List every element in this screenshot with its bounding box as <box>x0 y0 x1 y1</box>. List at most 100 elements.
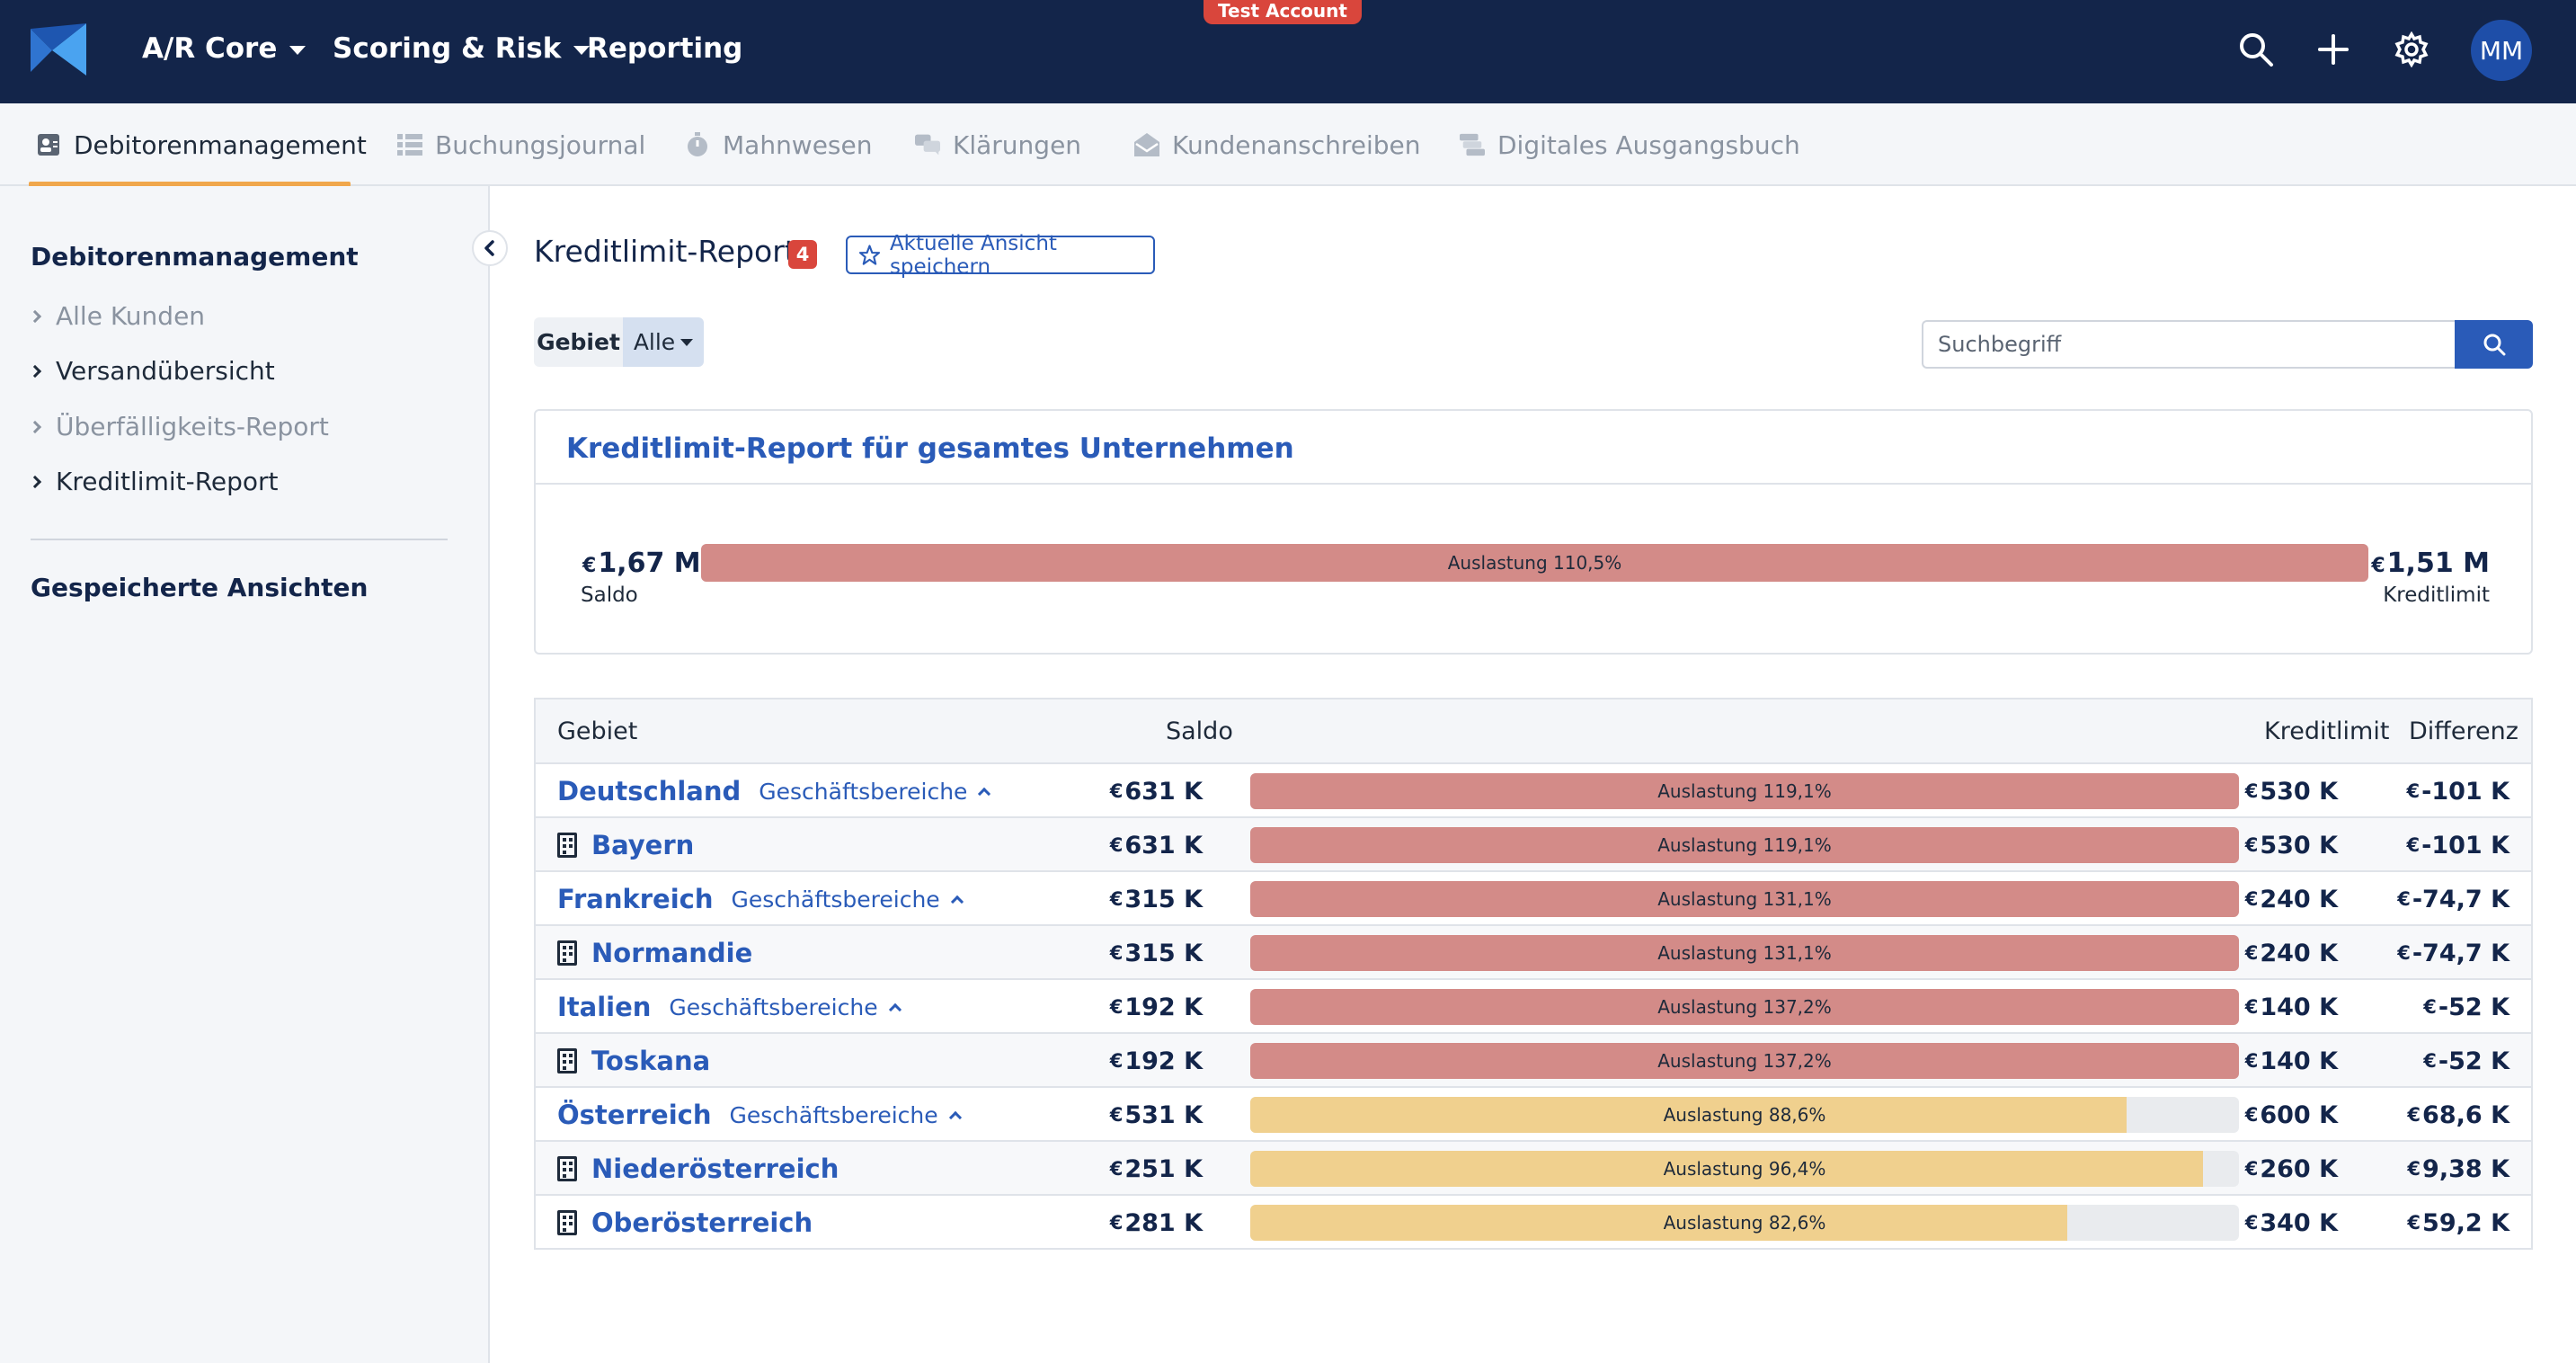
row-differenz-value: 59,2 K <box>2422 1208 2509 1237</box>
sidebar-collapse-button[interactable] <box>472 230 508 266</box>
row-saldo: €315 K <box>1110 926 1203 980</box>
region-name-link[interactable]: Bayern <box>591 830 695 860</box>
utilization-label: Auslastung 88,6% <box>1663 1104 1826 1126</box>
tab-klaerungen[interactable]: Klärungen <box>915 103 1081 186</box>
row-kreditlimit-value: 340 K <box>2260 1208 2338 1237</box>
business-units-label: Geschäftsbereiche <box>669 993 878 1020</box>
currency-symbol: € <box>1109 888 1124 910</box>
region-name-link[interactable]: Italien <box>557 992 652 1022</box>
sidebar-item-kreditlimit-report[interactable]: Kreditlimit-Report <box>28 467 279 496</box>
chevron-left-icon <box>484 240 494 256</box>
utilization-fill <box>1250 1043 2239 1079</box>
row-gebiet-cell: Italien Geschäftsbereiche <box>557 980 902 1034</box>
region-name-link[interactable]: Frankreich <box>557 884 714 914</box>
limit-amount: 1,51 M <box>2386 548 2490 579</box>
nav-ar-core[interactable]: A/R Core <box>142 32 306 65</box>
region-name-link[interactable]: Niederösterreich <box>591 1154 839 1184</box>
sidebar-item-label: Alle Kunden <box>56 301 206 331</box>
tab-digitales-ausgangsbuch[interactable]: Digitales Ausgangsbuch <box>1460 103 1800 186</box>
sidebar-divider <box>31 539 448 540</box>
table-row: Italien Geschäftsbereiche €192 K Auslastung… <box>536 980 2531 1034</box>
currency-symbol: € <box>2407 1158 2421 1180</box>
currency-symbol: € <box>2423 1050 2437 1072</box>
business-units-toggle[interactable]: Geschäftsbereiche <box>732 886 964 913</box>
currency-symbol: € <box>1109 1104 1124 1126</box>
nav-reporting[interactable]: Reporting <box>587 32 742 65</box>
chevron-right-icon <box>28 364 42 378</box>
business-units-toggle[interactable]: Geschäftsbereiche <box>730 1102 962 1128</box>
filter-gebiet-select[interactable]: Alle <box>623 317 704 367</box>
region-name-link[interactable]: Oberösterreich <box>591 1207 813 1238</box>
tab-buchungsjournal[interactable]: Buchungsjournal <box>397 103 645 186</box>
row-differenz-value: -52 K <box>2438 993 2509 1021</box>
search-icon[interactable] <box>2234 27 2278 72</box>
chat-icon <box>915 133 940 156</box>
row-differenz-value: -74,7 K <box>2412 939 2509 967</box>
row-utilization-bar: Auslastung 96,4% <box>1250 1151 2239 1187</box>
currency-symbol: € <box>1109 1212 1124 1234</box>
currency-symbol: € <box>2407 1104 2421 1126</box>
utilization-label: Auslastung 110,5% <box>1447 552 1622 574</box>
column-header-gebiet[interactable]: Gebiet <box>557 717 638 745</box>
row-differenz: €68,6 K <box>2407 1088 2509 1142</box>
business-units-toggle[interactable]: Geschäftsbereiche <box>759 779 991 805</box>
row-differenz-value: -101 K <box>2421 831 2509 860</box>
save-view-button[interactable]: Aktuelle Ansicht speichern <box>846 232 1155 279</box>
currency-symbol: € <box>582 555 597 577</box>
column-header-differenz[interactable]: Differenz <box>2409 717 2518 745</box>
currency-symbol: € <box>1109 780 1124 802</box>
stopwatch-icon <box>685 132 710 156</box>
nav-scoring-risk[interactable]: Scoring & Risk <box>333 32 591 65</box>
nav-reporting-label: Reporting <box>587 32 743 65</box>
sidebar: Debitorenmanagement Alle Kunden Versandü… <box>0 186 490 1363</box>
region-name-link[interactable]: Toskana <box>591 1046 711 1076</box>
tab-mahnwesen[interactable]: Mahnwesen <box>685 103 873 186</box>
row-utilization-bar: Auslastung 131,1% <box>1250 935 2239 971</box>
tab-kundenanschreiben[interactable]: Kundenanschreiben <box>1134 103 1421 186</box>
utilization-fill <box>1250 1151 2204 1187</box>
row-utilization-bar: Auslastung 88,6% <box>1250 1097 2239 1133</box>
table-row: Normandie €315 K Auslastung 131,1% €240 K € -… <box>536 926 2531 980</box>
row-saldo-value: 315 K <box>1124 939 1203 967</box>
row-differenz-value: -101 K <box>2421 777 2509 806</box>
utilization-fill <box>1250 881 2239 917</box>
chevron-up-icon <box>978 787 991 801</box>
row-saldo-value: 531 K <box>1124 1100 1203 1129</box>
plus-icon[interactable] <box>2311 27 2356 72</box>
row-utilization-bar: Auslastung 137,2% <box>1250 1043 2239 1079</box>
row-gebiet-cell: Toskana <box>557 1034 710 1088</box>
row-kreditlimit-value: 530 K <box>2260 777 2338 806</box>
gear-icon[interactable] <box>2389 27 2434 72</box>
app-logo[interactable] <box>31 23 86 76</box>
region-name-link[interactable]: Normandie <box>591 938 753 968</box>
region-name-link[interactable]: Deutschland <box>557 776 742 806</box>
currency-symbol: € <box>1109 942 1124 964</box>
tab-debitorenmanagement[interactable]: Debitorenmanagement <box>36 103 367 186</box>
row-differenz-value: 9,38 K <box>2422 1154 2509 1183</box>
page-title: Kreditlimit-Report <box>534 234 796 269</box>
sidebar-item-alle-kunden[interactable]: Alle Kunden <box>28 301 206 331</box>
business-units-toggle[interactable]: Geschäftsbereiche <box>669 993 902 1020</box>
sidebar-item-ueberfaelligkeits-report[interactable]: Überfälligkeits-Report <box>28 412 329 441</box>
currency-symbol: € <box>1109 1050 1124 1072</box>
table-row: Bayern €631 K Auslastung 119,1% €530 K € -101… <box>536 818 2531 872</box>
avatar[interactable]: MM <box>2471 20 2532 81</box>
sidebar-item-versanduebersicht[interactable]: Versandübersicht <box>28 356 275 386</box>
utilization-fill <box>1250 1097 2127 1133</box>
currency-symbol: € <box>1109 834 1124 856</box>
stack-icon <box>1460 133 1485 156</box>
row-gebiet-cell: Frankreich Geschäftsbereiche <box>557 872 964 926</box>
region-name-link[interactable]: Österreich <box>557 1100 712 1130</box>
search-input[interactable] <box>1922 320 2456 369</box>
chevron-down-icon <box>289 46 306 55</box>
column-header-saldo[interactable]: Saldo <box>1166 717 1233 745</box>
column-header-kreditlimit[interactable]: Kreditlimit <box>2264 717 2390 745</box>
saved-views-title: Gespeicherte Ansichten <box>31 573 369 602</box>
row-gebiet-cell: Deutschland Geschäftsbereiche <box>557 764 991 818</box>
table-row: Niederösterreich €251 K Auslastung 96,4% €2… <box>536 1142 2531 1196</box>
row-saldo: €631 K <box>1110 764 1203 818</box>
search-button[interactable] <box>2455 320 2533 369</box>
top-navbar: A/R Core Scoring & Risk Reporting Test A… <box>0 0 2576 103</box>
table-row: Toskana €192 K Auslastung 137,2% €140 K € -52… <box>536 1034 2531 1088</box>
currency-symbol: € <box>2244 1104 2259 1126</box>
